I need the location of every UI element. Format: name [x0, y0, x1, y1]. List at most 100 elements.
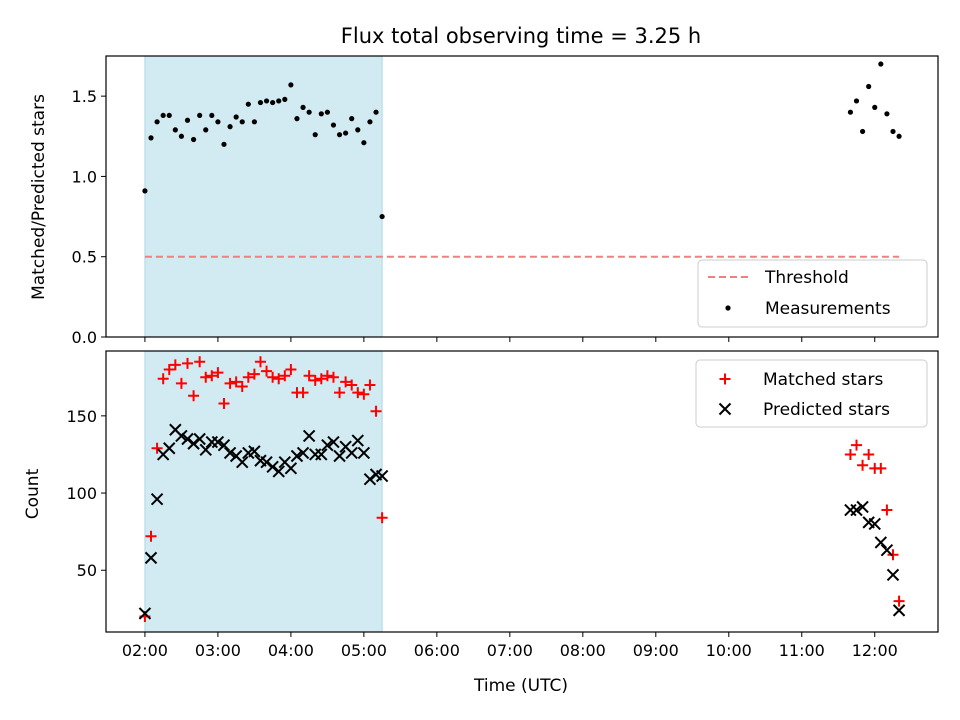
- y-tick-label: 50: [77, 561, 97, 580]
- measurement-point: [890, 128, 896, 135]
- matched-star-point: [279, 370, 291, 382]
- matched-star-point: [863, 448, 875, 460]
- measurement-point: [221, 141, 227, 147]
- measurement-point: [896, 133, 902, 139]
- predicted-star-point: [874, 536, 888, 549]
- measurement-point: [853, 98, 860, 104]
- measurement-point: [884, 111, 890, 117]
- measurement-point: [233, 114, 239, 120]
- measurement-point: [859, 128, 866, 135]
- matched-star-point: [230, 376, 242, 388]
- bottom-y-axis-label: Count: [23, 468, 43, 519]
- matched-star-point: [273, 373, 285, 385]
- legend-matched-swatch: [719, 373, 731, 385]
- x-tick-label: 05:00: [341, 641, 387, 660]
- bottom-axes-frame: [105, 350, 939, 633]
- matched-star-point: [851, 439, 863, 451]
- bottom-shaded-interval: [144, 350, 383, 633]
- x-tick-label: 02:00: [122, 641, 168, 660]
- legend-predicted-label: Predicted stars: [763, 400, 890, 420]
- measurement-point: [343, 130, 349, 136]
- bottom-panel: 02:00 03:00 04:00 05:00 06:00 07:00 08:00 09:00…: [23, 350, 939, 696]
- legend-measurement-swatch: [725, 305, 731, 311]
- matched-star-point: [188, 390, 200, 402]
- matched-star-point: [169, 359, 181, 371]
- measurement-point: [306, 109, 312, 115]
- predicted-star-point: [266, 460, 279, 474]
- measurement-point: [178, 133, 185, 139]
- legend-predicted-swatch: [718, 402, 732, 416]
- predicted-star-point: [351, 434, 364, 447]
- top-legend: Threshold Measurements: [697, 259, 928, 328]
- matched-star-point: [334, 387, 346, 399]
- predicted-star-point: [880, 543, 894, 557]
- matched-star-point: [157, 373, 169, 385]
- predicted-star-point: [290, 449, 304, 463]
- measurement-point: [355, 127, 361, 133]
- chart-title: Flux total observing time = 3.25 h: [341, 24, 701, 48]
- predicted-star-point: [357, 446, 371, 460]
- top-plot-marks: [142, 61, 902, 258]
- matched-star-point: [254, 356, 266, 368]
- measurement-point: [866, 83, 872, 90]
- measurement-point: [276, 98, 282, 104]
- measurement-point: [288, 82, 294, 88]
- measurement-point: [324, 109, 330, 115]
- top-axes-frame: [105, 55, 939, 338]
- measurement-point: [166, 112, 172, 119]
- x-tick-label: 04:00: [268, 641, 314, 660]
- measurement-point: [312, 132, 318, 138]
- matched-star-point: [163, 364, 175, 376]
- predicted-star-point: [844, 503, 857, 517]
- top-legend-box: [697, 259, 928, 328]
- matched-star-point: [893, 595, 905, 607]
- legend-measurement-label: Measurements: [765, 299, 891, 319]
- matched-star-point: [881, 504, 893, 516]
- measurement-point: [251, 119, 257, 125]
- matched-star-point: [200, 371, 212, 383]
- matched-star-point: [248, 368, 260, 380]
- predicted-star-point: [375, 469, 389, 483]
- x-tick-label: 03:00: [195, 641, 241, 660]
- predicted-star-point: [886, 568, 900, 582]
- predicted-star-point: [345, 446, 358, 460]
- bottom-legend: Matched stars Predicted stars: [695, 359, 928, 428]
- predicted-star-point: [327, 435, 340, 449]
- measurement-point: [197, 112, 203, 119]
- matched-star-point: [370, 405, 382, 417]
- matched-star-point: [145, 530, 157, 542]
- predicted-star-point: [193, 432, 206, 446]
- predicted-star-point: [163, 442, 176, 455]
- matched-star-point: [175, 377, 187, 389]
- predicted-star-point: [363, 472, 377, 486]
- measurement-point: [330, 122, 337, 128]
- measurement-point: [300, 104, 306, 110]
- matched-star-point: [181, 357, 193, 369]
- predicted-star-point: [260, 455, 273, 469]
- matched-star-point: [844, 448, 856, 460]
- matched-star-point: [194, 356, 206, 368]
- predicted-star-point: [175, 429, 188, 443]
- matched-star-point: [242, 371, 254, 383]
- measurement-point: [263, 98, 270, 104]
- measurement-point: [361, 140, 367, 146]
- matched-star-point: [297, 387, 309, 399]
- x-tick-label: 08:00: [560, 641, 606, 660]
- matched-star-point: [315, 373, 327, 385]
- measurement-point: [349, 116, 355, 122]
- measurement-point: [878, 61, 884, 67]
- predicted-star-point: [302, 429, 316, 443]
- predicted-star-point: [892, 604, 906, 617]
- predicted-star-point: [217, 438, 231, 452]
- y-tick-label: 1.5: [72, 87, 97, 106]
- matched-star-point: [212, 367, 224, 379]
- top-panel: 0.0 0.5 1.0 1.5 Matched/Predicted stars Thr…: [29, 55, 939, 347]
- legend-threshold-label: Threshold: [764, 268, 849, 288]
- top-axis-ticks: 0.0 0.5 1.0 1.5: [72, 87, 876, 347]
- predicted-star-point: [321, 438, 334, 452]
- predicted-star-point: [150, 493, 164, 506]
- x-tick-label: 12:00: [852, 641, 898, 660]
- measurement-point: [209, 112, 215, 119]
- measurement-point: [847, 109, 854, 115]
- predicted-star-point: [187, 437, 200, 450]
